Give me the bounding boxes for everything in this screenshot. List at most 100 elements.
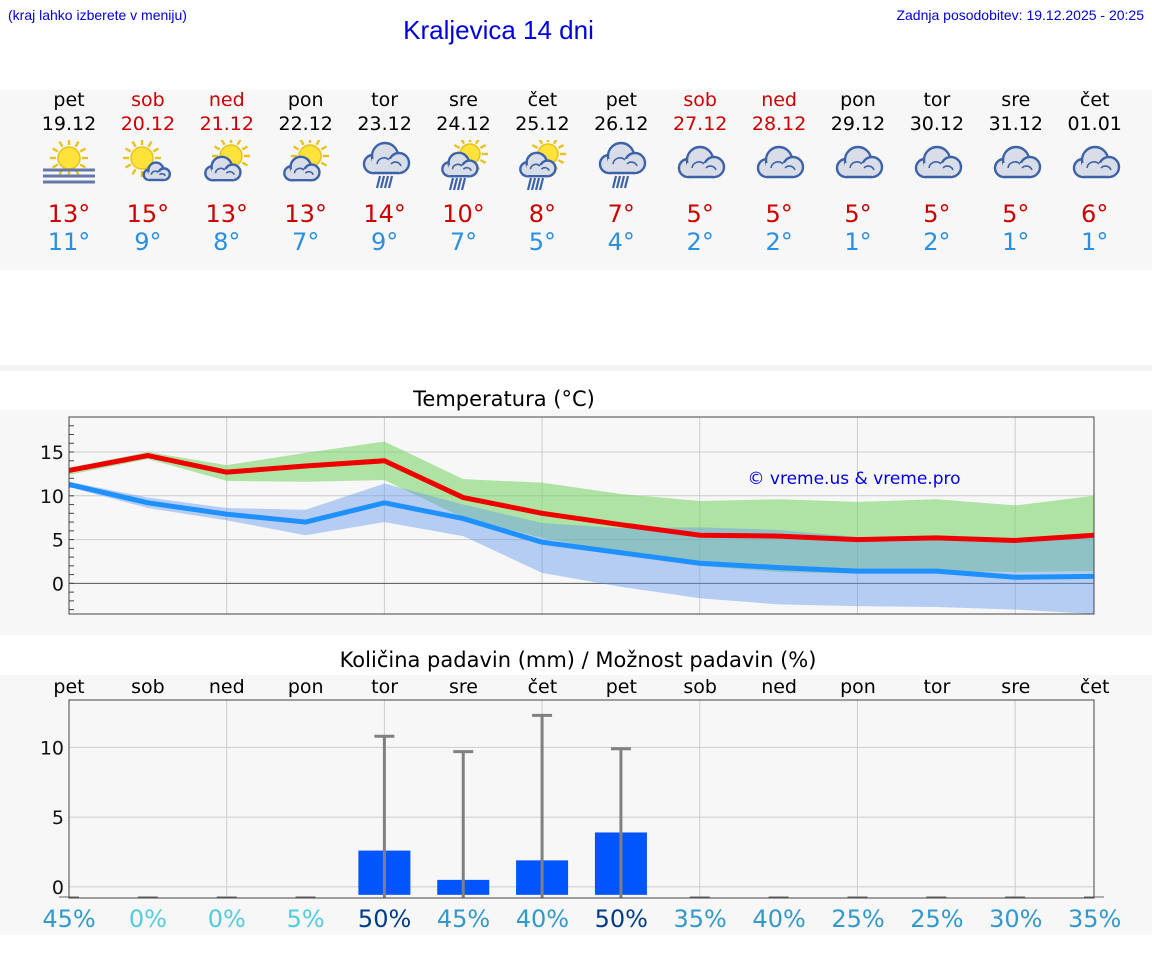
- location-hint: (kraj lahko izberete v meniju): [8, 7, 187, 23]
- day-date: 24.12: [436, 113, 491, 135]
- day-date: 27.12: [672, 113, 728, 135]
- precipitation-chance: 0%: [129, 905, 167, 933]
- sun-cloud-rain-icon: [440, 140, 488, 190]
- day-date: 01.01: [1067, 113, 1122, 135]
- day-date: 30.12: [909, 113, 965, 135]
- y-tick-label: 5: [52, 530, 64, 552]
- day-date: 23.12: [357, 113, 412, 135]
- precipitation-chance: 40%: [752, 905, 805, 933]
- min-temperature: 7°: [292, 228, 320, 256]
- min-temperature: 4°: [607, 228, 635, 256]
- y-tick-label: 0: [52, 877, 64, 899]
- min-temperature: 1°: [844, 228, 872, 256]
- day-column: pet 26.12 7° 4°: [581, 88, 661, 256]
- day-column: sre 24.12 10° 7°: [424, 88, 504, 256]
- day-column: čet 25.12 8° 5°: [502, 88, 582, 256]
- max-temperature: 6°: [1081, 200, 1109, 228]
- cloudy-icon: [835, 145, 884, 179]
- plot-frame: [68, 699, 1095, 899]
- day-name: pon: [287, 89, 324, 111]
- day-name: tor: [371, 89, 399, 111]
- min-temperature: 5°: [528, 228, 557, 256]
- precipitation-chance: 35%: [674, 905, 727, 933]
- min-temperature: 1°: [1081, 228, 1109, 256]
- precipitation-chart-title: Količina padavin (mm) / Možnost padavin …: [339, 648, 817, 672]
- max-temperature: 5°: [686, 200, 714, 228]
- day-column: sob 27.12 5° 2°: [660, 88, 740, 256]
- divider: [0, 365, 1152, 371]
- day-name: sob: [683, 89, 717, 111]
- day-label: sre: [449, 676, 478, 698]
- precipitation-chance: 35%: [1068, 905, 1121, 933]
- y-tick-label: 0: [52, 573, 64, 595]
- precipitation-chance: 45%: [437, 905, 490, 933]
- day-name: tor: [923, 89, 951, 111]
- day-label: sob: [683, 676, 717, 698]
- day-name: sre: [449, 89, 478, 111]
- min-temperature: 2°: [765, 228, 793, 256]
- precipitation-chance: 50%: [358, 905, 411, 933]
- day-date: 29.12: [830, 113, 886, 135]
- min-temperature: 2°: [686, 228, 714, 256]
- max-temperature: 5°: [765, 200, 793, 228]
- partly-cloudy-icon: [203, 140, 250, 182]
- day-label: pet: [606, 676, 637, 698]
- min-temperature-line: [68, 481, 1095, 580]
- day-name: pet: [53, 89, 85, 111]
- sun-cloud-rain-icon: [519, 140, 567, 190]
- plot-frame: [68, 416, 1095, 615]
- y-tick-label: 15: [40, 442, 64, 464]
- max-temperature: 8°: [528, 200, 557, 228]
- cloud-rain-icon: [599, 141, 647, 189]
- day-date: 20.12: [120, 113, 176, 135]
- last-update: Zadnja posodobitev: 19.12.2025 - 20:25: [896, 7, 1144, 23]
- forecast-panel: [0, 90, 1152, 270]
- sun-fog-icon: [43, 140, 95, 184]
- max-temperature: 14°: [363, 200, 406, 228]
- min-temperature: 2°: [923, 228, 951, 256]
- day-label: čet: [528, 676, 558, 698]
- day-label: pon: [288, 676, 324, 698]
- day-column: pon 22.12 13° 7°: [266, 88, 346, 256]
- day-column: pon 29.12 5° 1°: [818, 88, 898, 256]
- precipitation-chance: 25%: [831, 905, 884, 933]
- precipitation-chance: 0%: [208, 905, 246, 933]
- day-column: ned 21.12 13° 8°: [187, 88, 267, 256]
- max-temperature: 15°: [126, 200, 170, 228]
- max-temperature: 7°: [607, 200, 635, 228]
- precipitation-chance: 25%: [910, 905, 963, 933]
- max-temperature: 13°: [284, 200, 327, 228]
- precipitation-chart: pet sob ned pon tor sre čet pet sob ned pon tor sre č…: [40, 676, 1122, 933]
- y-tick-label: 10: [40, 737, 64, 759]
- day-date: 28.12: [751, 113, 807, 135]
- precipitation-chance: 40%: [516, 905, 569, 933]
- max-temperature: 5°: [923, 200, 951, 228]
- watermark: © vreme.us & vreme.pro: [747, 469, 960, 489]
- min-temperature: 9°: [134, 228, 162, 256]
- precipitation-chance: 5%: [287, 905, 325, 933]
- max-temperature: 5°: [1002, 200, 1030, 228]
- day-column: ned 28.12 5° 2°: [739, 88, 819, 256]
- day-label: ned: [209, 676, 245, 698]
- cloudy-icon: [993, 145, 1041, 179]
- max-temperature: 10°: [442, 200, 485, 228]
- day-name: čet: [1079, 89, 1110, 111]
- day-date: 22.12: [278, 113, 333, 135]
- day-label: pon: [840, 676, 876, 698]
- min-temperature: 9°: [370, 228, 399, 256]
- day-name: pon: [840, 89, 876, 111]
- cloudy-icon: [914, 145, 963, 179]
- day-date: 21.12: [199, 113, 254, 135]
- day-label: sre: [1001, 676, 1030, 698]
- y-tick-label: 10: [40, 486, 64, 508]
- day-column: sob 20.12 15° 9°: [108, 88, 188, 256]
- day-name: čet: [527, 89, 558, 111]
- day-date: 19.12: [41, 113, 97, 135]
- min-temperature: 7°: [449, 228, 478, 256]
- min-temperature: 8°: [213, 228, 241, 256]
- day-name: pet: [605, 89, 637, 111]
- sun-small-cloud-icon: [122, 140, 171, 182]
- max-temperature-line: [68, 453, 1095, 543]
- max-temperature: 5°: [844, 200, 872, 228]
- partly-cloudy-icon: [282, 140, 329, 182]
